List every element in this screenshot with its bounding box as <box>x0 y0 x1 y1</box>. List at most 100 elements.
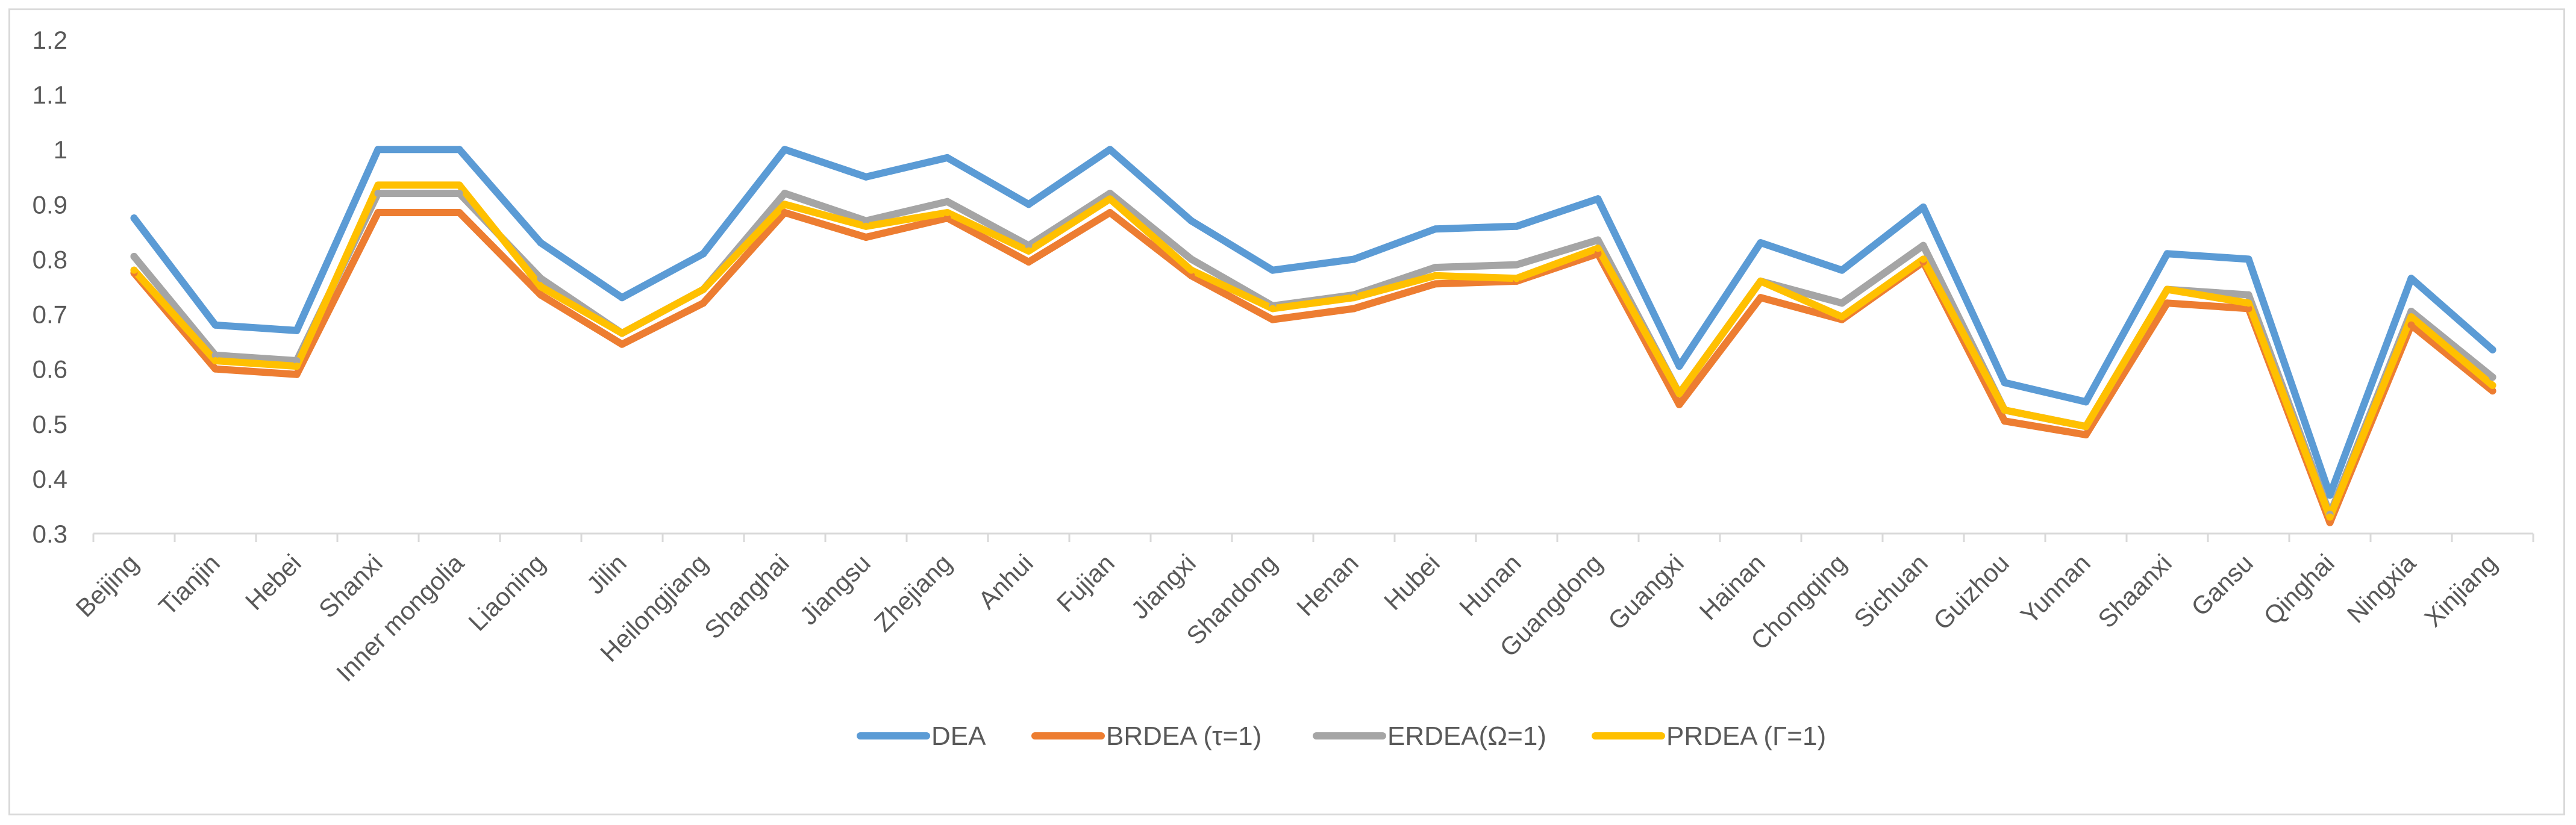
data-point <box>1757 294 1765 302</box>
x-tick-label: Guangxi <box>1602 549 1689 635</box>
data-point <box>1594 244 1602 252</box>
y-tick-label: 0.5 <box>33 410 67 438</box>
data-point <box>781 209 789 216</box>
x-tick-label: Gansu <box>2186 549 2259 621</box>
data-point <box>1025 247 1033 255</box>
data-point <box>2082 423 2090 431</box>
y-tick-label: 1.1 <box>33 81 67 109</box>
x-tick-label: Jilin <box>581 549 631 599</box>
data-point <box>2163 285 2171 293</box>
data-point <box>374 146 382 154</box>
data-point <box>293 357 301 364</box>
data-point <box>1025 201 1033 208</box>
data-point <box>2001 406 2009 414</box>
x-tick-label: Hainan <box>1694 549 1771 625</box>
data-point <box>781 201 789 208</box>
data-point <box>130 214 138 222</box>
data-point <box>699 285 707 293</box>
x-tick-label: Guizhou <box>1928 549 2015 635</box>
data-point <box>2163 250 2171 258</box>
chart-frame <box>8 8 2565 815</box>
data-point <box>2245 291 2252 299</box>
legend: DEA BRDEA (τ=1) ERDEA(Ω=1) PRDEA (Γ=1) <box>857 721 1826 751</box>
data-point <box>1838 266 1846 274</box>
x-tick-label: Tianjin <box>153 549 225 621</box>
data-point <box>1675 400 1683 408</box>
data-point <box>2326 518 2334 526</box>
x-tick-label: Henan <box>1291 549 1364 621</box>
data-point <box>1757 239 1765 247</box>
data-point <box>455 146 463 154</box>
data-point <box>2489 373 2496 381</box>
x-tick-label: Fujian <box>1051 549 1120 617</box>
y-tick-label: 0.3 <box>33 520 67 548</box>
x-tick-label: Sichuan <box>1848 549 1933 634</box>
x-tick-label: Shanghai <box>699 549 795 644</box>
x-tick-label: Ningxia <box>2342 549 2422 629</box>
data-point <box>1757 277 1765 285</box>
data-point <box>2082 431 2090 438</box>
data-point <box>862 217 870 225</box>
data-point <box>1513 222 1521 230</box>
data-point <box>943 209 951 216</box>
data-point <box>1675 390 1683 397</box>
y-tick-label: 1 <box>54 135 67 164</box>
data-point <box>2407 275 2415 282</box>
series-line-1 <box>130 146 2496 499</box>
x-tick-label: Hunan <box>1454 549 1527 621</box>
data-point <box>618 329 626 337</box>
data-point <box>2326 491 2334 499</box>
series-line-2 <box>130 209 2496 526</box>
data-point <box>618 294 626 302</box>
data-point <box>862 234 870 241</box>
data-point <box>2001 417 2009 425</box>
data-point <box>2407 308 2415 315</box>
x-tick-label: Liaoning <box>463 549 551 637</box>
data-point <box>1187 217 1195 225</box>
data-point <box>699 299 707 307</box>
data-point <box>1838 299 1846 307</box>
data-point <box>1594 250 1602 258</box>
y-tick-label: 0.4 <box>33 465 67 493</box>
data-point <box>1350 294 1358 302</box>
axis-layer <box>92 532 2534 542</box>
data-point <box>293 370 301 378</box>
data-point <box>2489 346 2496 353</box>
data-point <box>1106 209 1114 216</box>
data-point <box>943 154 951 161</box>
y-tick-label: 0.8 <box>33 245 67 273</box>
data-point <box>537 275 545 282</box>
data-point <box>1594 195 1602 203</box>
x-tick-label: Shaanxi <box>2092 549 2177 634</box>
data-point <box>2001 379 2009 387</box>
data-point <box>781 190 789 198</box>
y-tick-labels: 0.3 0.4 0.5 0.6 0.7 0.8 0.9 1 1.1 1.2 <box>33 26 67 548</box>
data-point <box>862 222 870 230</box>
x-tick-label: Hubei <box>1378 549 1445 615</box>
data-point <box>2489 382 2496 389</box>
data-point <box>2245 299 2252 307</box>
data-point <box>943 198 951 205</box>
data-point <box>1025 258 1033 266</box>
data-point <box>1106 146 1114 154</box>
x-tick-label: Jiangxi <box>1125 549 1201 624</box>
legend-label-4: PRDEA (Γ=1) <box>1666 721 1826 751</box>
data-point <box>1269 305 1277 313</box>
data-point <box>2407 321 2415 329</box>
data-point <box>130 266 138 274</box>
data-point <box>1350 305 1358 313</box>
data-point <box>1106 195 1114 203</box>
data-point <box>1919 241 1927 249</box>
data-point <box>293 363 301 370</box>
data-point <box>862 173 870 181</box>
legend-label-3: ERDEA(Ω=1) <box>1387 721 1546 751</box>
data-point <box>2245 305 2252 313</box>
data-point <box>1350 255 1358 263</box>
series-layer <box>130 146 2496 526</box>
x-tick-label: Jiangsu <box>794 549 876 630</box>
data-point <box>455 190 463 198</box>
x-tick-label: Yunnan <box>2015 549 2096 629</box>
data-point <box>1919 203 1927 211</box>
data-point <box>2407 313 2415 321</box>
